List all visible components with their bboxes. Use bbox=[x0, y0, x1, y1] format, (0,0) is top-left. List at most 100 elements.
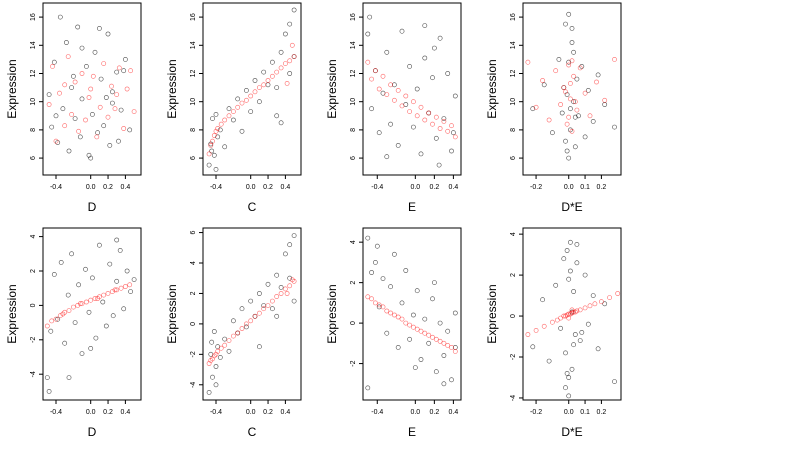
data-point-black bbox=[101, 123, 107, 129]
data-point-black bbox=[243, 88, 249, 93]
y-tick-label: 0 bbox=[510, 314, 517, 318]
data-point-black bbox=[582, 272, 588, 278]
data-point-black bbox=[367, 14, 373, 20]
data-point-black bbox=[248, 109, 254, 114]
data-point-red bbox=[553, 68, 559, 74]
data-point-red bbox=[76, 128, 81, 134]
data-point-black bbox=[243, 324, 249, 330]
scatter-panel: -0.2 0.0 0.1 0.2 6 8 10 12 14 16 D*E Expression bbox=[485, 2, 622, 214]
data-point-black bbox=[93, 335, 99, 341]
data-point-black bbox=[380, 276, 386, 281]
data-point-red bbox=[384, 308, 390, 314]
data-point-black bbox=[566, 276, 572, 282]
data-point-black bbox=[100, 299, 106, 305]
data-point-black bbox=[595, 346, 601, 352]
data-point-black bbox=[77, 134, 83, 140]
data-point-red bbox=[211, 353, 217, 359]
data-point-red bbox=[566, 62, 572, 68]
data-point-black bbox=[563, 138, 568, 144]
data-point-black bbox=[572, 114, 578, 120]
y-tick-label: 10 bbox=[30, 98, 37, 106]
data-point-black bbox=[60, 106, 66, 112]
data-point-black bbox=[256, 99, 262, 105]
data-point-black bbox=[55, 140, 61, 145]
x-axis-title: C bbox=[248, 425, 257, 439]
data-point-black bbox=[76, 282, 81, 288]
data-point-red bbox=[525, 59, 531, 65]
data-point-black bbox=[92, 49, 98, 55]
data-point-red bbox=[399, 103, 405, 109]
data-point-red bbox=[574, 107, 580, 113]
data-point-red bbox=[239, 326, 245, 331]
data-point-red bbox=[577, 65, 583, 71]
data-point-red bbox=[369, 296, 374, 302]
data-point-black bbox=[579, 329, 585, 335]
plot-frame bbox=[362, 2, 462, 176]
data-point-black bbox=[79, 45, 85, 51]
data-point-red bbox=[289, 277, 295, 283]
data-point-black bbox=[579, 64, 585, 69]
data-point-red bbox=[72, 79, 78, 85]
scatter-panel: -0.2 0.0 0.1 0.2 -4 -2 0 2 4 D*E Expression bbox=[485, 227, 622, 439]
data-point-red bbox=[391, 97, 397, 103]
data-point-red bbox=[437, 126, 443, 131]
data-point-black bbox=[449, 148, 454, 154]
data-point-black bbox=[66, 375, 72, 380]
y-tick-label: 16 bbox=[350, 13, 357, 21]
data-point-black bbox=[79, 96, 85, 102]
data-point-red bbox=[46, 102, 52, 107]
data-point-red bbox=[75, 302, 81, 308]
x-axis-title: E bbox=[408, 425, 416, 439]
data-point-black bbox=[46, 92, 52, 97]
data-point-black bbox=[412, 365, 418, 370]
data-point-red bbox=[95, 296, 100, 301]
data-point-black bbox=[569, 25, 575, 31]
data-point-black bbox=[426, 340, 432, 346]
data-point-red bbox=[410, 99, 416, 105]
y-tick-label: 6 bbox=[510, 156, 517, 160]
data-point-black bbox=[88, 345, 94, 351]
data-point-black bbox=[58, 259, 64, 265]
data-point-red bbox=[226, 338, 232, 343]
data-point-red bbox=[218, 121, 224, 127]
data-point-black bbox=[65, 292, 71, 298]
data-point-red bbox=[541, 323, 547, 329]
data-point-black bbox=[559, 110, 565, 116]
y-tick-label: 2 bbox=[30, 269, 37, 273]
data-point-red bbox=[376, 86, 382, 92]
data-point-black bbox=[566, 375, 572, 380]
data-point-black bbox=[248, 298, 254, 304]
data-point-black bbox=[72, 320, 78, 325]
data-point-red bbox=[269, 298, 275, 304]
y-tick-label: 6 bbox=[190, 231, 197, 235]
plot-frame bbox=[522, 227, 622, 401]
data-point-black bbox=[384, 154, 390, 160]
data-point-black bbox=[213, 166, 219, 172]
data-point-black bbox=[540, 297, 545, 303]
data-point-black bbox=[445, 71, 451, 76]
data-point-black bbox=[282, 31, 288, 37]
data-point-black bbox=[69, 85, 74, 90]
data-point-red bbox=[546, 117, 552, 123]
data-point-red bbox=[441, 119, 447, 124]
data-point-red bbox=[540, 78, 545, 83]
data-point-black bbox=[274, 272, 280, 278]
y-tick-label: 12 bbox=[190, 69, 197, 77]
data-point-red bbox=[274, 294, 280, 299]
y-tick-label: -4 bbox=[30, 371, 37, 377]
data-point-black bbox=[123, 57, 128, 62]
y-axis-title: Expression bbox=[325, 59, 339, 118]
x-axis-title: C bbox=[248, 200, 257, 214]
data-point-red bbox=[62, 82, 68, 88]
x-tick-label: 0.0 bbox=[86, 184, 96, 191]
data-point-red bbox=[269, 73, 275, 79]
data-point-red bbox=[582, 90, 588, 96]
data-point-black bbox=[269, 59, 275, 65]
data-point-red bbox=[248, 318, 254, 324]
data-point-black bbox=[563, 21, 568, 27]
data-point-red bbox=[572, 309, 578, 315]
data-point-red bbox=[372, 300, 378, 306]
x-tick-label: 0.1 bbox=[580, 409, 590, 416]
data-point-red bbox=[426, 332, 432, 338]
data-point-red bbox=[57, 313, 63, 319]
